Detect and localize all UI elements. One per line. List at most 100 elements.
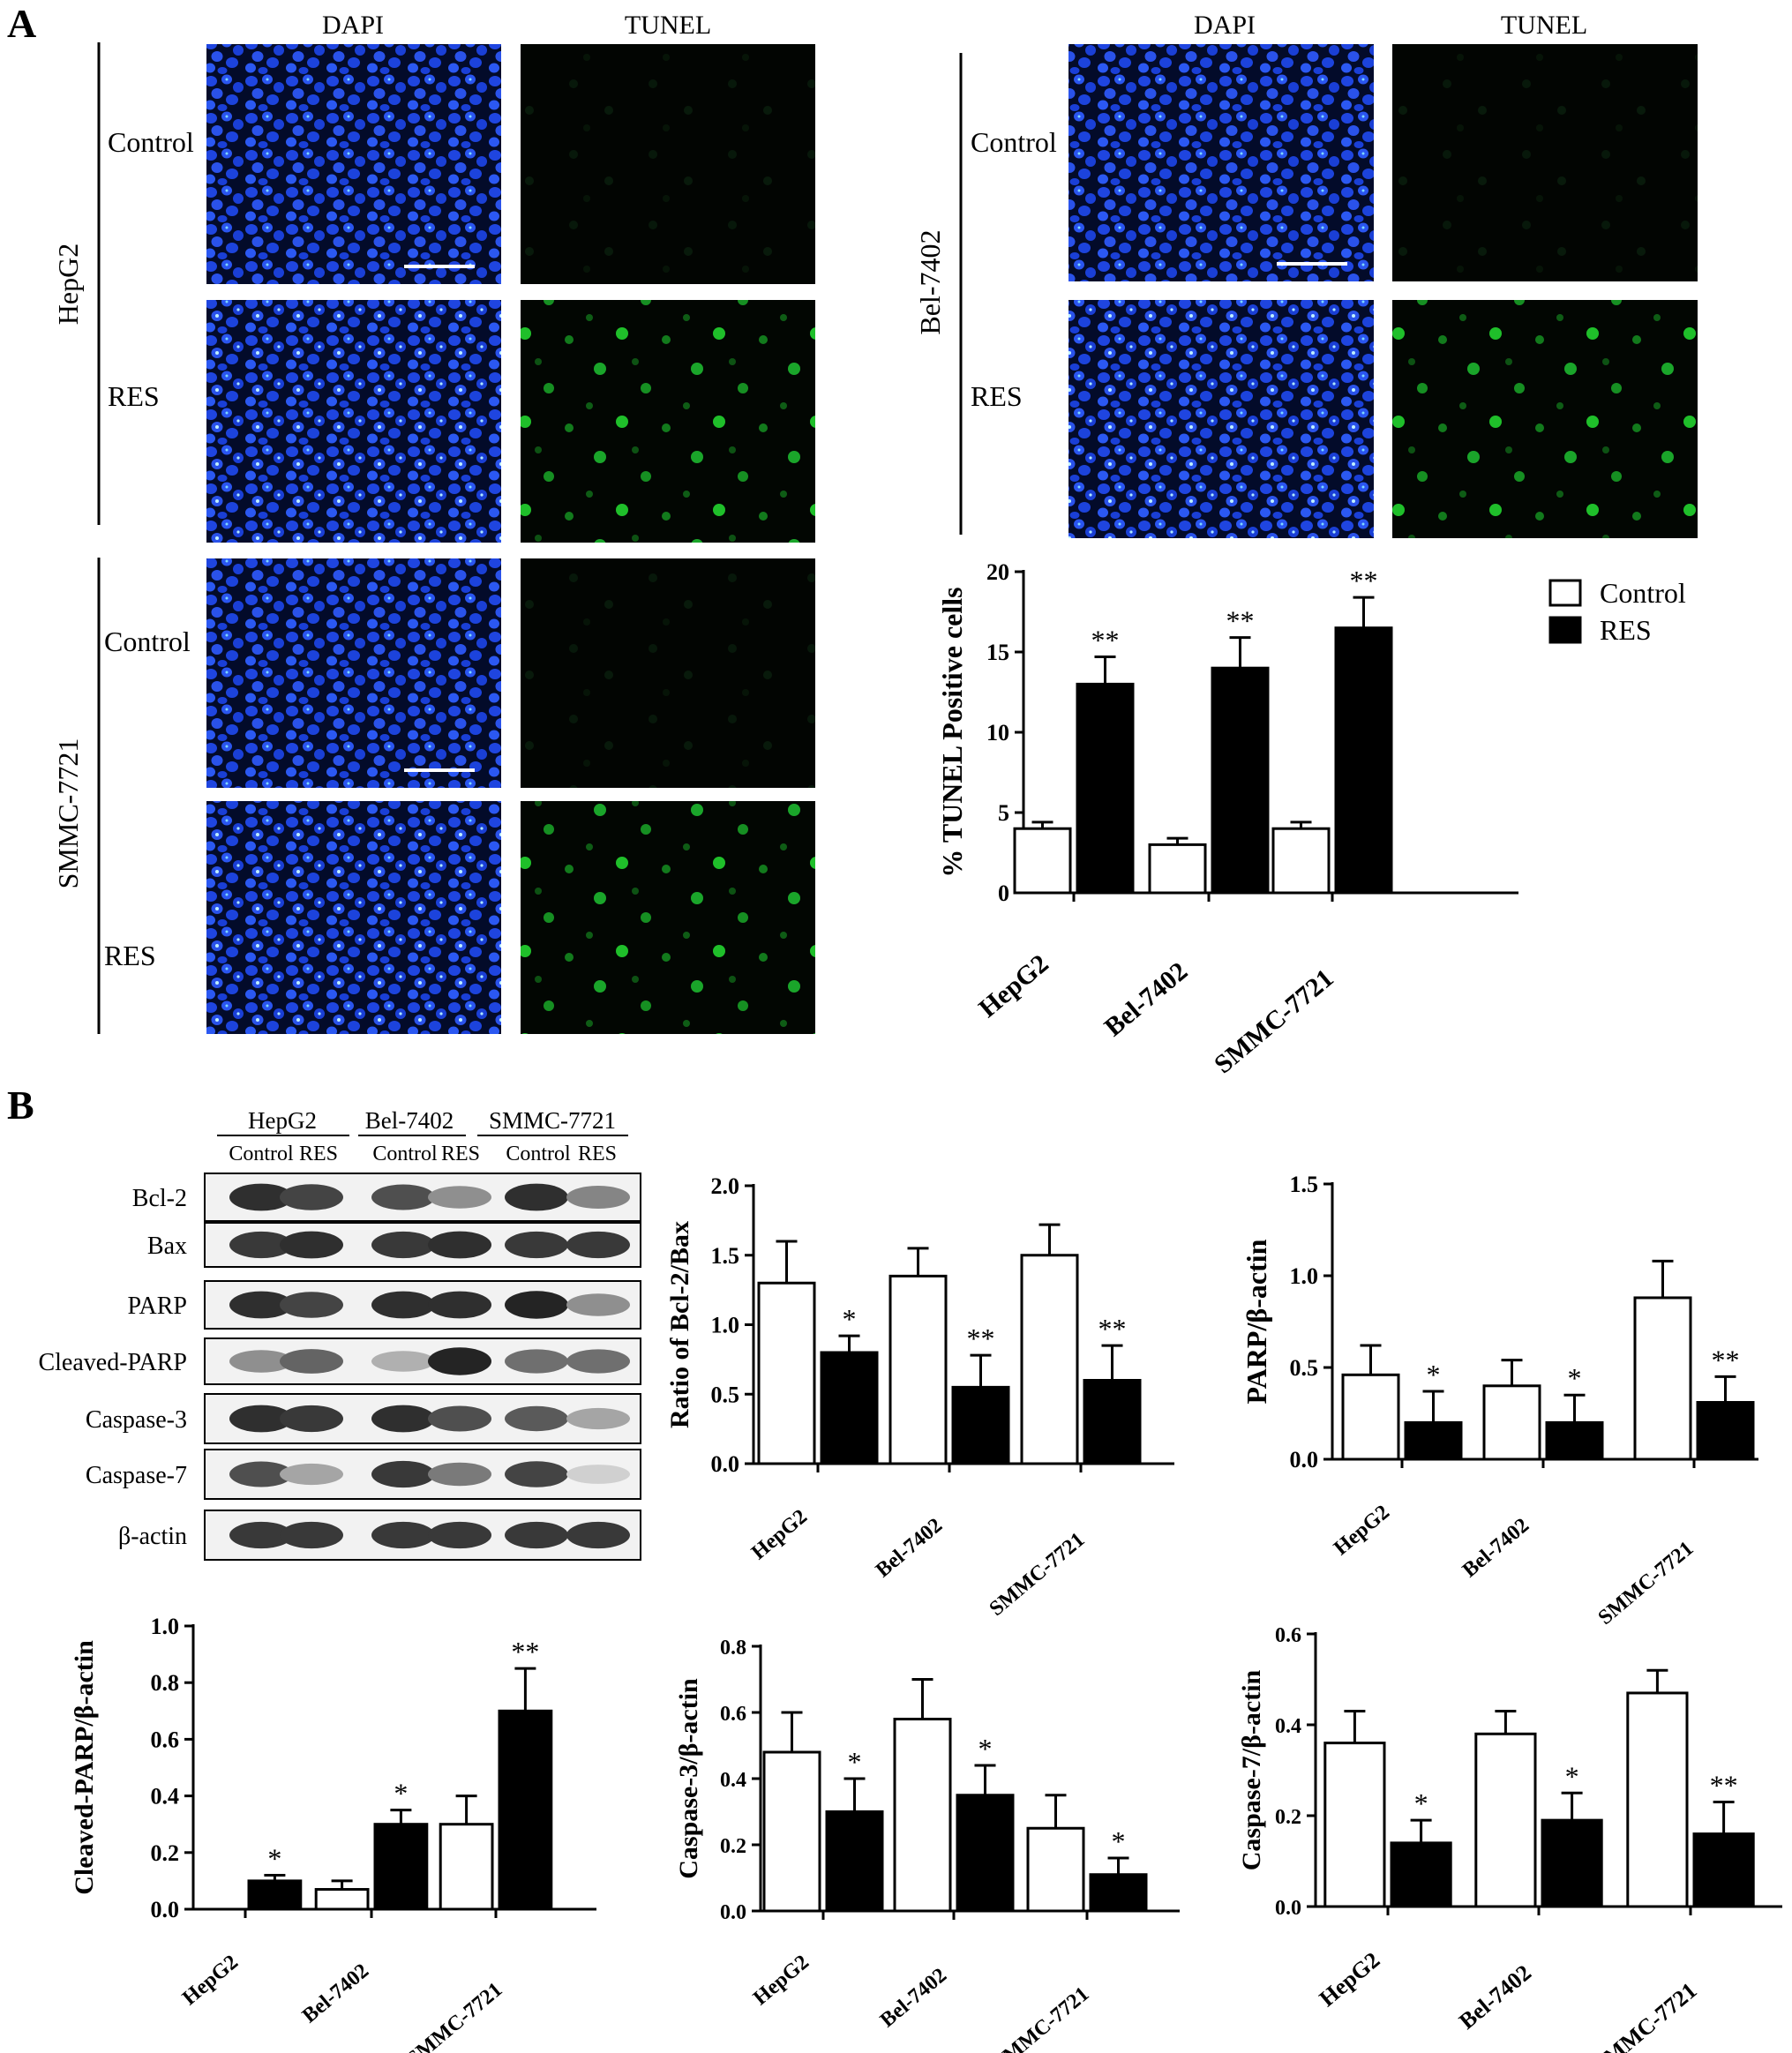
bar-control-smmc-7721: [1020, 1254, 1079, 1465]
protein-label-cleaved-parp: Cleaved-PARP: [38, 1349, 187, 1376]
bar-res-bel-7402: [1541, 1818, 1603, 1908]
bar-res-smmc-7721: [1696, 1401, 1755, 1461]
blot-band: [428, 1521, 491, 1549]
y-tick-label: 0.2: [1275, 1806, 1301, 1829]
bar-res-hepg2: [825, 1810, 884, 1913]
bar-control-hepg2: [1341, 1373, 1400, 1461]
row-label-control: Control: [104, 626, 191, 657]
blot-band: [505, 1183, 568, 1211]
blot-row-bax: Bax: [147, 1222, 641, 1268]
blot-band: [505, 1291, 568, 1319]
y-tick-label: 0.2: [151, 1840, 180, 1866]
x-tick-label-smmc-7721: SMMC-7721: [990, 1982, 1094, 2053]
blot-band: [505, 1521, 568, 1549]
y-tick-label: 1.0: [1290, 1263, 1319, 1289]
cell-line-label: SMMC-7721: [52, 738, 84, 889]
lane-label-res: RES: [441, 1143, 480, 1165]
y-tick-label: 20: [986, 559, 1009, 585]
x-tick-label-bel-7402: Bel-7402: [876, 1964, 951, 2032]
blot-band: [428, 1291, 491, 1319]
protein-label-actin: β-actin: [118, 1523, 187, 1550]
row-label-control: Control: [108, 126, 194, 158]
blot-band: [371, 1521, 435, 1549]
protein-label-caspase-7: Caspase-7: [86, 1462, 187, 1489]
significance-mark: **: [1098, 1313, 1127, 1345]
y-tick-label: 1.0: [711, 1313, 740, 1338]
blot-row-caspase-7: Caspase-7: [86, 1449, 641, 1500]
micrograph-group-bel-7402: DAPI TUNEL Bel-7402 Control RES: [914, 11, 1698, 538]
blot-band: [229, 1291, 293, 1319]
blot-band: [505, 1405, 568, 1432]
y-tick-label: 0.2: [720, 1835, 746, 1858]
blot-row-actin: β-actin: [118, 1510, 641, 1561]
column-header-dapi: DAPI: [1194, 11, 1256, 40]
row-label-control: Control: [971, 126, 1057, 158]
blot-band: [229, 1350, 293, 1373]
blot-band: [280, 1405, 343, 1433]
significance-mark: **: [511, 1636, 539, 1667]
significance-mark: *: [394, 1778, 408, 1809]
x-tick-label-hepg2: HepG2: [1330, 1501, 1394, 1560]
blot-band: [371, 1460, 435, 1488]
chart-cleaved-parp-actin: 0.0 0.2 0.4 0.6 0.8 1.0 Cleaved-PARP/β-actin * H…: [70, 1614, 596, 2053]
significance-mark: *: [1565, 1760, 1579, 1792]
bar-control-bel-7402: [1482, 1384, 1541, 1461]
x-tick-label-hepg2: HepG2: [747, 1505, 812, 1564]
dapi-image-res: [1068, 300, 1374, 538]
significance-mark: *: [1414, 1787, 1428, 1819]
dapi-image-control: [1068, 44, 1374, 281]
bar-control-hepg2: [762, 1750, 821, 1913]
panel-a-letter: A: [7, 1, 36, 46]
cell-line-label: HepG2: [52, 244, 84, 325]
blot-band: [566, 1186, 630, 1209]
y-tick-label: 1.0: [151, 1614, 180, 1639]
y-tick-label: 0.0: [711, 1451, 740, 1477]
y-tick-label: 0.8: [720, 1637, 746, 1660]
lane-label-res: RES: [299, 1143, 338, 1165]
bar-res-smmc-7721: [1692, 1832, 1755, 1908]
bar-res-bel-7402: [1545, 1420, 1604, 1461]
blot-band: [280, 1521, 343, 1549]
blot-band: [428, 1186, 491, 1209]
column-header-dapi: DAPI: [322, 11, 384, 40]
bar-res-hepg2: [820, 1351, 879, 1465]
blot-band: [428, 1462, 491, 1487]
y-tick-label: 0.5: [711, 1382, 740, 1407]
y-axis-label: Cleaved-PARP/β-actin: [70, 1640, 99, 1895]
blot-row-cleaved-parp: Cleaved-PARP: [38, 1337, 641, 1385]
y-tick-label: 0.4: [151, 1784, 180, 1809]
bar-res-smmc-7721: [1334, 626, 1393, 895]
column-header-tunel: TUNEL: [625, 11, 711, 40]
blot-band: [280, 1231, 343, 1259]
x-tick-label-smmc-7721: SMMC-7721: [403, 1978, 507, 2053]
y-tick-label: 1.5: [711, 1243, 740, 1269]
lane-label-control: Control: [506, 1143, 571, 1165]
bar-res-smmc-7721: [1089, 1873, 1148, 1913]
x-tick-label-smmc-7721: SMMC-7721: [1588, 1977, 1701, 2053]
legend-swatch-control: [1548, 579, 1582, 607]
significance-mark: **: [1350, 565, 1378, 596]
blot-band: [280, 1184, 343, 1210]
x-tick-label-smmc-7721: SMMC-7721: [1209, 963, 1339, 1079]
chart-ratio-of-bcl-2-bax: 0.0 0.5 1.0 1.5 2.0 Ratio of Bcl-2/Bax * HepG2 *…: [665, 1173, 1174, 1621]
y-tick-label: 10: [986, 720, 1009, 746]
bar-control-smmc-7721: [1633, 1296, 1692, 1461]
bar-res-hepg2: [1390, 1841, 1452, 1908]
legend-label-control: Control: [1600, 577, 1686, 609]
significance-mark: *: [848, 1746, 862, 1778]
bar-res-bel-7402: [1211, 666, 1270, 895]
bar-control-hepg2: [757, 1281, 816, 1465]
blot-band: [566, 1521, 630, 1549]
bar-control-hepg2: [1323, 1742, 1386, 1908]
bar-res-smmc-7721: [498, 1709, 553, 1911]
blot-band: [229, 1461, 293, 1487]
lane-label-res: RES: [578, 1143, 617, 1165]
bar-res-hepg2: [247, 1879, 303, 1911]
row-label-res: RES: [108, 380, 160, 412]
blot-band: [428, 1405, 491, 1432]
y-axis-label: % TUNEL Positive cells: [936, 587, 968, 877]
bar-control-smmc-7721: [439, 1823, 494, 1911]
micrograph-group-hepg2: DAPI TUNEL HepG2 Control RES: [52, 11, 815, 543]
y-tick-label: 0.0: [1290, 1447, 1319, 1472]
